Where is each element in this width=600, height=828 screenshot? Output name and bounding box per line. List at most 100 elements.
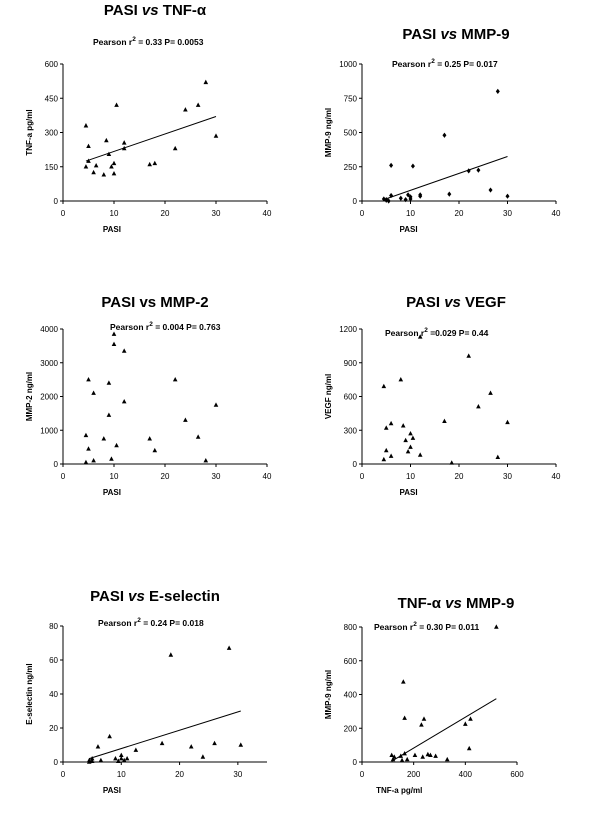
x-tick-label: 40 xyxy=(263,472,272,481)
y-tick-label: 200 xyxy=(344,724,358,733)
data-point xyxy=(418,192,423,198)
y-tick-label: 3000 xyxy=(40,359,58,368)
data-point xyxy=(195,434,201,439)
data-point xyxy=(403,437,408,443)
x-tick-label: 0 xyxy=(360,770,365,779)
chart-panel-2: PASI vs MMP-9 Pearson r2 = 0.25 P= 0.017 0… xyxy=(324,26,561,234)
data-point xyxy=(106,380,112,385)
data-point xyxy=(113,756,118,761)
regression-line xyxy=(391,698,497,762)
y-tick-label: 0 xyxy=(353,197,358,206)
data-point xyxy=(109,456,114,461)
chart-title-part: vs xyxy=(142,2,159,19)
data-point xyxy=(124,756,130,761)
data-point xyxy=(410,163,415,169)
chart-title-part: PASI xyxy=(402,26,440,43)
data-point xyxy=(419,722,424,727)
data-point xyxy=(152,447,158,453)
data-point xyxy=(121,757,127,763)
y-axis-label: MMP-2 ng/ml xyxy=(25,372,34,421)
y-tick-label: 150 xyxy=(45,163,59,172)
x-tick-label: 30 xyxy=(212,472,221,481)
data-point xyxy=(417,334,423,339)
data-point xyxy=(404,756,410,762)
y-axis-label: E-selectin ng/ml xyxy=(25,663,34,724)
data-point xyxy=(86,158,91,163)
data-point xyxy=(109,164,114,169)
data-point xyxy=(89,758,95,763)
data-point xyxy=(98,757,104,763)
data-point xyxy=(104,137,109,143)
data-point xyxy=(116,758,121,763)
data-point xyxy=(399,757,405,763)
y-tick-label: 60 xyxy=(49,656,58,665)
r-squared-superscript: 2 xyxy=(132,36,136,43)
data-point xyxy=(408,431,413,436)
data-point xyxy=(188,744,194,749)
y-axis-label: MMP-9 ng/ml xyxy=(324,108,333,157)
x-tick-label: 40 xyxy=(552,472,561,481)
pearson-values: =0.029 P= 0.44 xyxy=(428,328,489,338)
y-tick-label: 0 xyxy=(54,460,59,469)
data-point xyxy=(386,198,391,204)
data-point xyxy=(401,679,406,684)
data-point xyxy=(86,377,91,382)
chart-title-part: vs xyxy=(445,595,462,612)
y-tick-label: 750 xyxy=(344,94,358,103)
x-tick-label: 40 xyxy=(263,209,272,218)
pearson-annotation: Pearson r2 = 0.004 P= 0.763 xyxy=(110,321,221,332)
data-point xyxy=(412,752,418,758)
x-tick-label: 20 xyxy=(175,770,184,779)
pearson-annotation: Pearson r2 = 0.25 P= 0.017 xyxy=(392,58,498,69)
x-tick-label: 30 xyxy=(212,209,221,218)
data-point xyxy=(183,107,188,112)
pearson-label: Pearson r xyxy=(98,618,138,628)
y-tick-label: 1000 xyxy=(40,426,58,435)
data-point xyxy=(391,754,397,759)
data-point xyxy=(389,752,395,758)
chart-title-part: TNF-α xyxy=(398,595,446,612)
chart-title: PASI vs TNF-α xyxy=(104,2,207,19)
data-point xyxy=(381,456,387,462)
data-point xyxy=(402,750,407,756)
pearson-values: = 0.30 P= 0.011 xyxy=(417,622,480,632)
chart-title-part: MMP-9 xyxy=(462,595,515,612)
data-point xyxy=(101,172,107,177)
data-point xyxy=(463,721,468,726)
x-tick-label: 10 xyxy=(117,770,126,779)
pearson-label: Pearson r xyxy=(374,622,414,632)
chart-panel-4: PASI vs VEGF Pearson r2 =0.029 P= 0.44 0 10… xyxy=(324,294,561,497)
pearson-annotation: Pearson r2 = 0.33 P= 0.0053 xyxy=(93,36,204,47)
data-point xyxy=(111,331,117,336)
data-point xyxy=(505,419,510,425)
data-point xyxy=(89,756,95,761)
pearson-values: = 0.24 P= 0.018 xyxy=(141,618,204,628)
x-tick-label: 600 xyxy=(510,770,524,779)
data-point xyxy=(200,754,206,759)
data-point xyxy=(444,756,450,762)
x-tick-label: 10 xyxy=(406,209,415,218)
x-tick-label: 40 xyxy=(552,209,561,218)
data-point xyxy=(410,435,416,440)
data-point xyxy=(403,197,408,203)
x-tick-label: 10 xyxy=(110,472,119,481)
data-point xyxy=(83,123,89,128)
data-point xyxy=(476,404,481,409)
x-tick-label: 0 xyxy=(360,209,365,218)
data-point xyxy=(447,191,452,197)
y-tick-label: 1000 xyxy=(339,60,357,69)
data-point xyxy=(408,444,413,449)
data-point xyxy=(466,168,471,174)
x-axis-label: PASI xyxy=(103,488,121,497)
y-axis-label: VEGF ng/ml xyxy=(324,374,333,419)
chart-title-part: TNF-α xyxy=(159,2,207,19)
y-tick-label: 500 xyxy=(344,129,358,138)
pearson-values: = 0.25 P= 0.017 xyxy=(435,59,498,69)
data-point xyxy=(213,402,219,407)
data-point xyxy=(405,449,411,454)
y-tick-label: 4000 xyxy=(40,325,58,334)
chart-panel-6: TNF-α vs MMP-9 Pearson r2 = 0.30 P= 0.011… xyxy=(324,595,524,795)
r-squared-superscript: 2 xyxy=(431,58,435,65)
pearson-annotation: Pearson r2 = 0.30 P= 0.011 xyxy=(374,621,480,632)
